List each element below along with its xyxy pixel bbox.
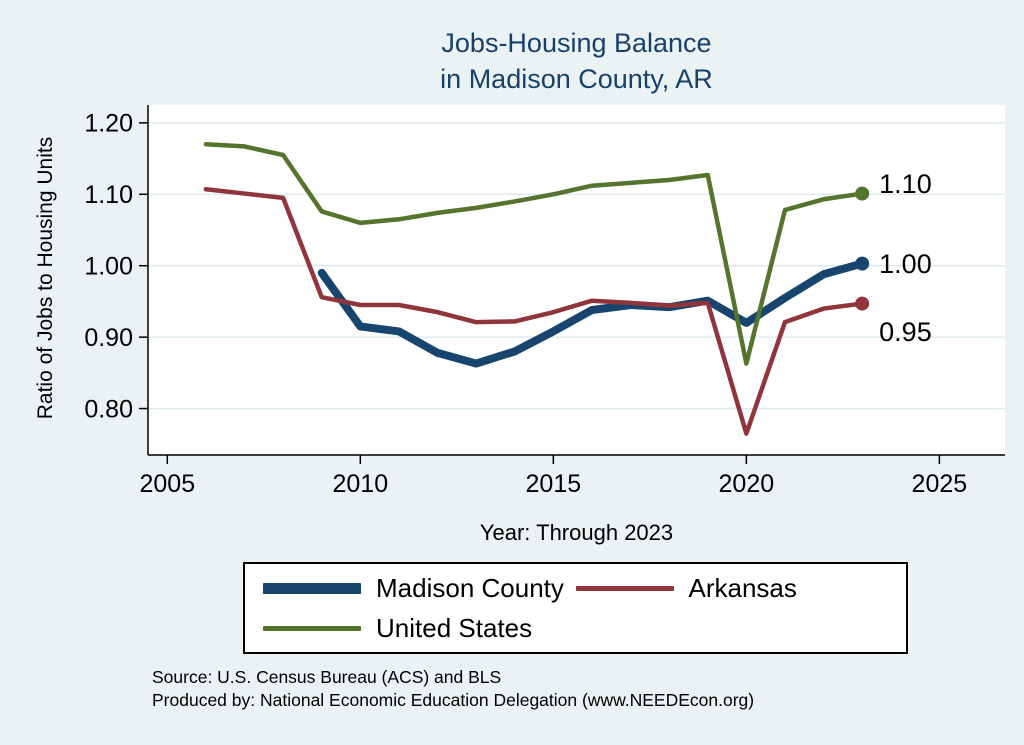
plot-area [148, 105, 1005, 455]
end-value-label-united-states: 1.10 [879, 169, 932, 199]
x-tick-label: 2025 [912, 470, 968, 498]
legend-line-sample-united-states [263, 625, 361, 631]
x-tick-label: 2010 [333, 470, 389, 498]
end-dot-united-states [855, 186, 870, 201]
legend-line-sample-madison-county [263, 582, 361, 594]
chart-title-line-1: Jobs-Housing Balance [441, 28, 712, 58]
series-line-arkansas [203, 187, 865, 436]
source-line: Source: U.S. Census Bureau (ACS) and BLS [152, 667, 502, 687]
end-dot-arkansas [855, 296, 870, 311]
y-tick-label: 1.00 [84, 252, 133, 280]
x-tick-label: 2005 [139, 470, 195, 498]
chart-title: Jobs-Housing Balance in Madison County, … [148, 26, 1005, 97]
x-tick-label: 2020 [719, 470, 775, 498]
x-tick-label: 2015 [526, 470, 582, 498]
chart-title-line-2: in Madison County, AR [440, 63, 713, 94]
series-line-united-states [203, 142, 865, 366]
end-dot-madison-county [855, 256, 870, 271]
y-tick-label: 0.90 [84, 324, 133, 352]
legend-item-madison-county: Madison County [263, 573, 576, 604]
line-chart: 0.80 0.90 1.00 1.10 1.20 2005 2010 2015 2020 2025… [84, 105, 1005, 498]
legend-item-united-states: United States [263, 613, 576, 644]
end-value-label-madison-county: 1.00 [879, 249, 932, 279]
legend-item-arkansas: Arkansas [575, 572, 889, 604]
legend-label-madison-county: Madison County [376, 572, 564, 603]
y-tick-label: 0.80 [84, 395, 133, 423]
end-value-label-arkansas: 0.95 [879, 317, 932, 347]
legend-line-sample-arkansas [575, 585, 674, 591]
source-note: Source: U.S. Census Bureau (ACS) and BLS… [152, 666, 1012, 712]
y-tick-label: 1.10 [84, 181, 133, 209]
legend-label-arkansas: Arkansas [688, 572, 797, 603]
y-tick-label: 1.20 [84, 110, 133, 138]
series-line-madison-county [317, 259, 867, 368]
produced-by-line: Produced by: National Economic Education… [152, 689, 755, 710]
legend: Madison County Arkansas United States [243, 562, 908, 654]
x-axis-label: Year: Through 2023 [479, 520, 674, 545]
legend-label-united-states: United States [376, 612, 533, 643]
